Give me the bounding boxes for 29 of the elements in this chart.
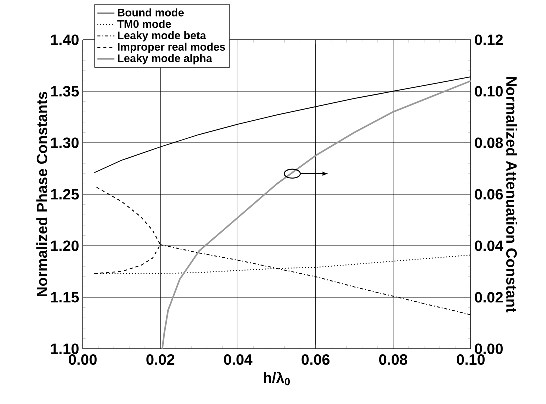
legend-label: Leaky mode alpha [118,54,212,65]
y-tick-label: 1.35 [51,86,80,97]
legend-label: TM0 mode [118,20,172,28]
y2-tick-label: 0.04 [475,240,504,252]
y-tick-label: 1.10 [51,344,79,354]
y-tick-label: 1.20 [51,240,79,252]
x-tick-label: 0.10 [457,354,485,366]
x-axis-title: h/λ$_{0}$ [264,372,290,386]
x-tick-label: 0.08 [379,354,408,366]
legend-label: Leaky mode beta [118,32,206,42]
y2-tick-label: 0.08 [475,138,504,148]
line-series [162,80,472,349]
y-tick-label: 1.30 [51,138,79,148]
x-tick-label: 0.06 [302,354,330,366]
y-tick-label: 1.15 [51,292,80,303]
y-tick-label: 1.40 [51,34,79,46]
y2-tick-label: 0.06 [475,189,504,200]
y2-tick-label: 0.02 [475,292,503,303]
y2-axis-title: Normalized Attenuation Constant [506,77,518,313]
x-tick-label: 0.02 [146,354,175,366]
y-tick-label: 1.25 [51,189,80,200]
y2-tick-label: 0.12 [475,34,503,46]
y2-tick-label: 0.10 [475,86,503,97]
legend-label: Improper real modes [118,42,226,54]
y2-tick-label: 0.00 [475,344,503,354]
legend-label: Bound mode [118,8,184,17]
x-tick-label: 0.04 [224,354,253,366]
x-tick-label: 0.00 [69,354,97,366]
y-axis-title: Normalized Phase Constants [36,92,48,296]
